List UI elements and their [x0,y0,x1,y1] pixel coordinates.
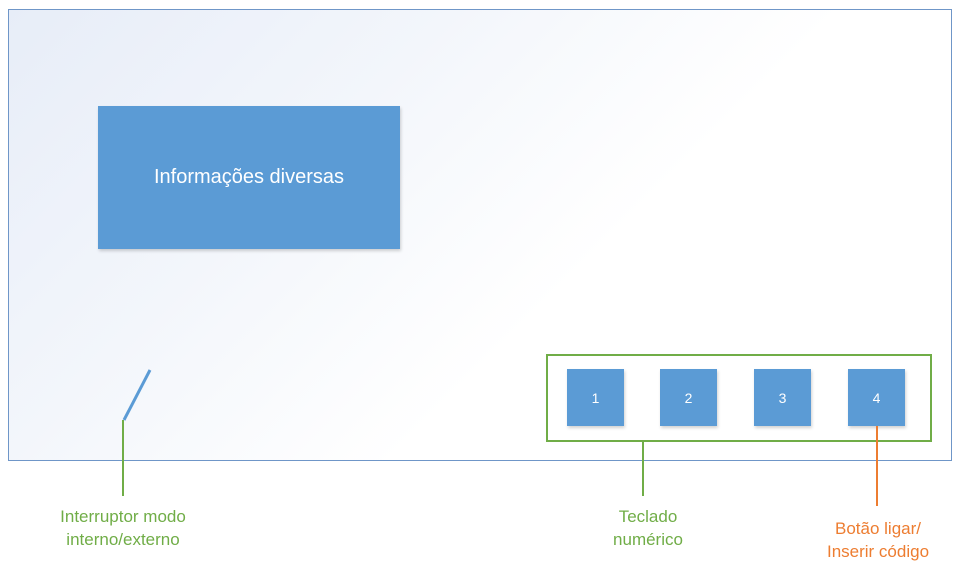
keypad-caption-line1: Teclado [618,507,678,526]
keypad-key-label: 3 [778,389,787,406]
switch-caption: Interruptor modo interno/externo [33,505,213,551]
keypad-key-label: 2 [684,389,693,406]
keypad-key-3[interactable]: 3 [754,369,811,426]
power-button-caption: Botão ligar/ Inserir código [808,517,948,563]
info-display-box: Informações diversas [98,106,400,249]
info-display-label: Informações diversas [153,166,345,188]
switch-caption-line2: interno/externo [66,530,180,549]
keypad-key-4-power[interactable]: 4 [848,369,905,426]
power-button-caption-line1: Botão ligar/ [835,519,921,538]
keypad-caption-line2: numérico [613,530,683,549]
power-button-caption-line2: Inserir código [826,542,930,561]
mode-switch-lever[interactable] [122,369,152,421]
keypad-key-label: 4 [872,389,881,406]
keypad-key-1[interactable]: 1 [567,369,624,426]
keypad-key-2[interactable]: 2 [660,369,717,426]
keypad-key-label: 1 [591,389,600,406]
switch-caption-line1: Interruptor modo [60,507,186,526]
keypad-frame [546,354,932,442]
keypad-caption: Teclado numérico [578,505,718,551]
